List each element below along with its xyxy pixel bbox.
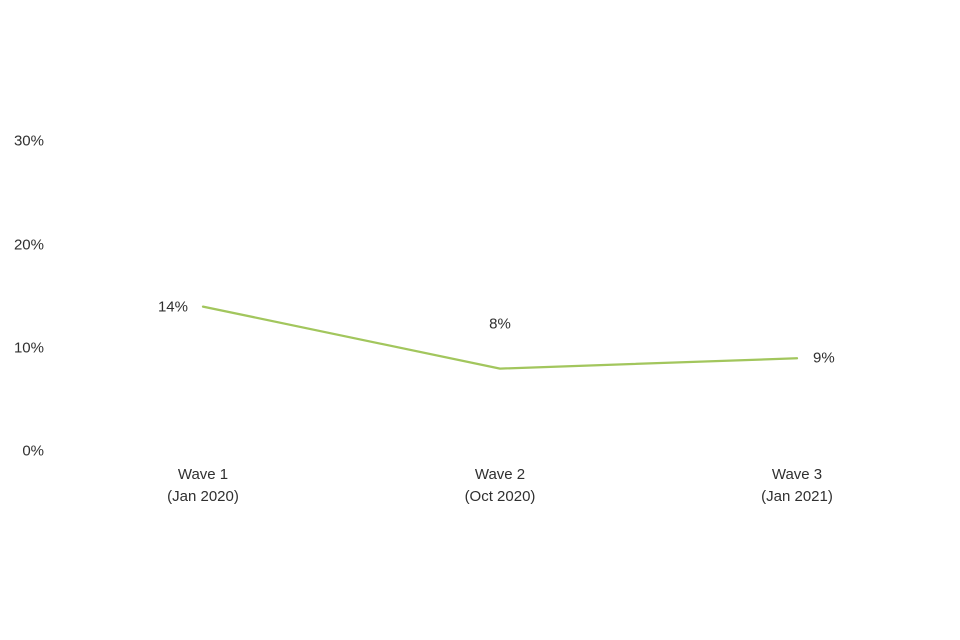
y-tick-label: 0%	[22, 442, 44, 460]
series-line-path	[201, 305, 799, 370]
y-tick-label: 10%	[13, 339, 44, 357]
x-category-label: Wave 2 (Oct 2020)	[464, 466, 536, 505]
y-tick-label: 30%	[13, 132, 44, 150]
y-tick-label: 20%	[13, 236, 44, 254]
data-label: 9%	[813, 349, 835, 367]
data-label: 8%	[489, 315, 511, 333]
x-category-label: Wave 3 (Jan 2021)	[761, 466, 833, 505]
x-category-label: Wave 1 (Jan 2020)	[167, 466, 239, 505]
data-label: 14%	[157, 298, 188, 316]
